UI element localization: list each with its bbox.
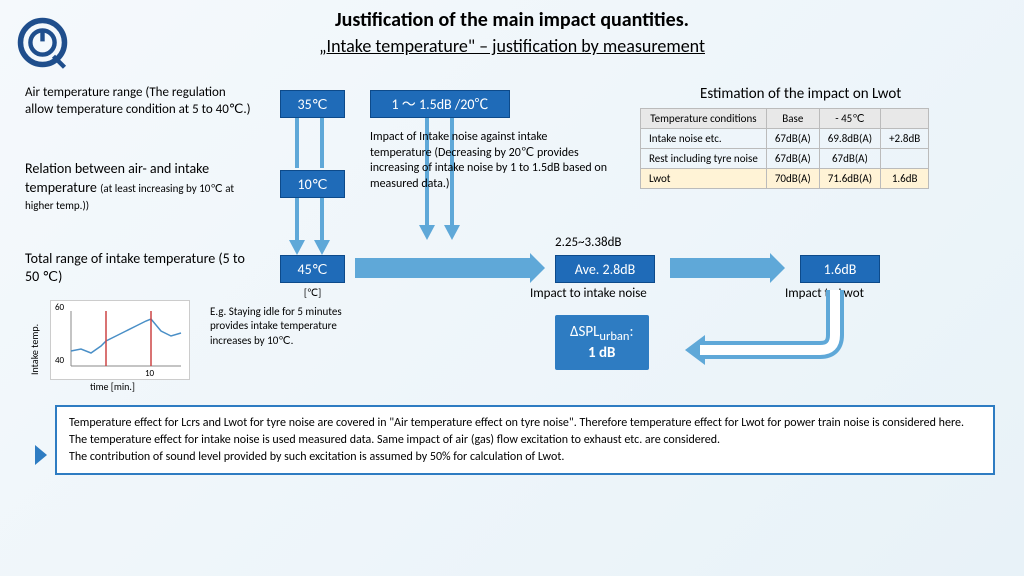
chart-note: E.g. Staying idle for 5 minutes provides… xyxy=(210,305,360,348)
arrow-down-icon xyxy=(289,240,305,255)
arrow-line xyxy=(295,198,299,243)
box-db-range: 1 ～ 1.5dB /20℃ xyxy=(370,90,510,118)
box-45c: 45℃ xyxy=(280,255,345,283)
chart-ymax: 60 xyxy=(55,302,64,314)
footer-arrow-icon xyxy=(35,445,47,465)
arrow-line xyxy=(320,198,324,243)
unit-celsius: [℃] xyxy=(280,286,345,299)
footer-text: Temperature effect for Lcrs and Lwot for… xyxy=(55,405,995,475)
result-box: ΔSPLurban: 1 dB xyxy=(555,315,649,370)
arrow-down-icon xyxy=(444,225,460,240)
arrow-right-icon xyxy=(670,258,770,278)
arrow-line xyxy=(295,118,299,168)
text-impact-desc: Impact of Intake noise against intake te… xyxy=(370,130,610,192)
arrow-down-icon xyxy=(419,225,435,240)
chart-y-label: Intake temp. xyxy=(28,295,41,375)
arrow-right-icon xyxy=(355,258,530,278)
chart-x-label: time [min.] xyxy=(90,380,135,393)
text-air-range: Air temperature range (The regulation al… xyxy=(25,85,255,119)
box-10c: 10℃ xyxy=(280,170,345,198)
table-title: Estimation of the impact on Lwot xyxy=(700,85,901,105)
estimation-table: Temperature conditionsBase- 45℃ Intake n… xyxy=(640,108,929,189)
text-relation: Relation between air- and intake tempera… xyxy=(25,160,255,215)
page-title: Justification of the main impact quantit… xyxy=(0,8,1024,32)
curved-arrow-icon xyxy=(680,285,860,375)
arrow-down-icon xyxy=(314,240,330,255)
intake-temp-chart xyxy=(50,300,190,380)
text-total-range: Total range of intake temperature (5 to … xyxy=(25,250,255,286)
box-ave: Ave. 2.8dB xyxy=(555,255,655,283)
page-subtitle: „Intake temperature" – justification by … xyxy=(0,35,1024,57)
box-16db: 1.6dB xyxy=(800,255,880,283)
box-35c: 35℃ xyxy=(280,90,345,118)
impact-intake-label: Impact to intake noise xyxy=(530,286,647,303)
arrow-line xyxy=(320,118,324,168)
range-label: 2.25~3.38dB xyxy=(555,235,621,252)
chart-ymin: 40 xyxy=(55,355,64,367)
chart-xmax: 10 xyxy=(145,368,154,380)
